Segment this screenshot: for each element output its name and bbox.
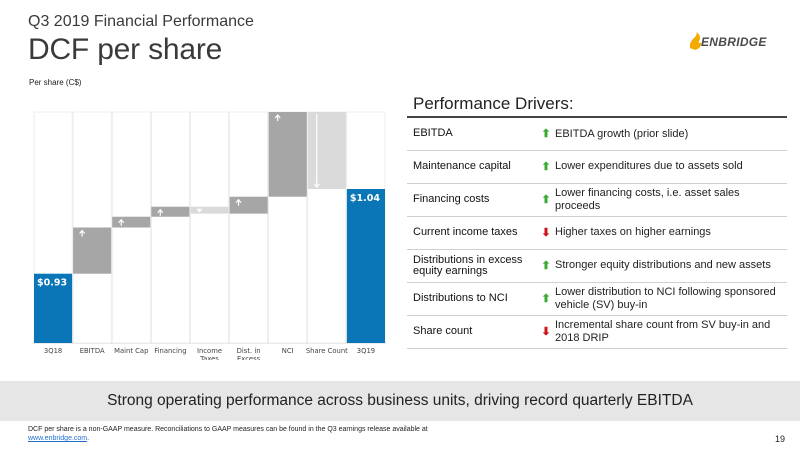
driver-label: EBITDA (407, 116, 539, 150)
column-frame (151, 111, 190, 344)
driver-label: Distributions to NCI (407, 281, 539, 315)
footnote-text: DCF per share is a non-GAAP measure. Rec… (28, 426, 428, 433)
bar-decrease (307, 112, 346, 189)
bar-data-label: $1.04 (350, 193, 380, 204)
bar-increase (151, 206, 190, 217)
column-frame (229, 111, 268, 344)
x-tick-label: Financing (154, 347, 186, 355)
driver-label: Current income taxes (407, 215, 539, 249)
x-tick-label: Dist. in (237, 347, 261, 355)
x-tick-label: EBITDA (80, 347, 105, 355)
driver-row: EBITDA ⬆ EBITDA growth (prior slide) (407, 116, 787, 150)
x-tick-label: Taxes (199, 355, 219, 360)
driver-description: EBITDA growth (prior slide) (553, 116, 787, 150)
page-number: 19 (775, 434, 786, 444)
x-tick-label: Maint Cap (114, 347, 148, 355)
x-tick-label: 3Q19 (357, 347, 375, 355)
x-tick-label: 3Q18 (44, 347, 62, 355)
driver-row: Distributions in excess equity earnings ⬆… (407, 248, 787, 282)
x-tick-label: Income (197, 347, 222, 355)
bar-increase (268, 112, 307, 197)
arrow-up-icon: ⬆ (539, 182, 553, 216)
bar-data-label: $0.93 (37, 278, 67, 289)
delta-down-arrow-icon (196, 208, 203, 213)
bar-decrease (190, 206, 229, 214)
arrow-up-icon: ⬆ (539, 281, 553, 315)
drivers-table: EBITDA ⬆ EBITDA growth (prior slide) Mainte… (407, 116, 787, 349)
delta-down-arrow-icon (313, 114, 320, 188)
driver-label: Share count (407, 314, 539, 349)
driver-label: Distributions in excess equity earnings (407, 248, 539, 282)
footnote-suffix: . (87, 435, 90, 442)
driver-description: Stronger equity distributions and new as… (553, 248, 787, 282)
driver-row: Share count ⬇ Incremental share count from… (407, 314, 787, 349)
delta-up-arrow-icon (235, 198, 242, 206)
bar-increase (112, 216, 151, 228)
flame-logo-icon (689, 32, 702, 50)
driver-description: Incremental share count from SV buy-in a… (553, 314, 787, 349)
logo-wordmark: ENBRIDGE (701, 35, 767, 49)
bar-increase (229, 196, 268, 214)
arrow-up-icon: ⬆ (539, 116, 553, 150)
delta-up-arrow-icon (79, 229, 86, 237)
driver-description: Lower financing costs, i.e. asset sales … (553, 182, 787, 216)
x-tick-label: Excess (237, 355, 261, 360)
slide-kicker: Q3 2019 Financial Performance (28, 13, 254, 30)
bar-increase (73, 227, 112, 274)
driver-row: Maintenance capital ⬆ Lower expenditures d… (407, 149, 787, 183)
bar-total (34, 273, 73, 343)
bar-total (346, 189, 385, 343)
slide-title: DCF per share (28, 33, 223, 66)
company-logo: ENBRIDGE (688, 32, 776, 52)
delta-up-arrow-icon (157, 208, 164, 216)
driver-row: Financing costs ⬆ Lower financing costs, i… (407, 182, 787, 216)
driver-description: Lower distribution to NCI following spon… (553, 281, 787, 315)
x-tick-label: Share Count (306, 347, 348, 355)
arrow-down-icon: ⬇ (539, 215, 553, 249)
driver-description: Higher taxes on higher earnings (553, 215, 787, 249)
key-message-banner: Strong operating performance across busi… (0, 381, 800, 421)
x-tick-label: NCI (282, 347, 294, 355)
delta-up-arrow-icon (274, 114, 281, 121)
enbridge-website-link[interactable]: www.enbridge.com (28, 435, 88, 442)
driver-description: Lower expenditures due to assets sold (553, 149, 787, 183)
column-frame (190, 111, 229, 344)
delta-up-arrow-icon (118, 218, 125, 226)
arrow-up-icon: ⬆ (539, 248, 553, 282)
driver-row: Distributions to NCI ⬆ Lower distribution … (407, 281, 787, 315)
driver-label: Financing costs (407, 182, 539, 216)
driver-row: Current income taxes ⬇ Higher taxes on hig… (407, 215, 787, 249)
arrow-up-icon: ⬆ (539, 149, 553, 183)
driver-label: Maintenance capital (407, 149, 539, 183)
drivers-title: Performance Drivers: (413, 94, 574, 113)
arrow-down-icon: ⬇ (539, 314, 553, 349)
footnote: DCF per share is a non-GAAP measure. Rec… (28, 425, 728, 443)
chart-unit-label: Per share (C$) (29, 78, 82, 87)
